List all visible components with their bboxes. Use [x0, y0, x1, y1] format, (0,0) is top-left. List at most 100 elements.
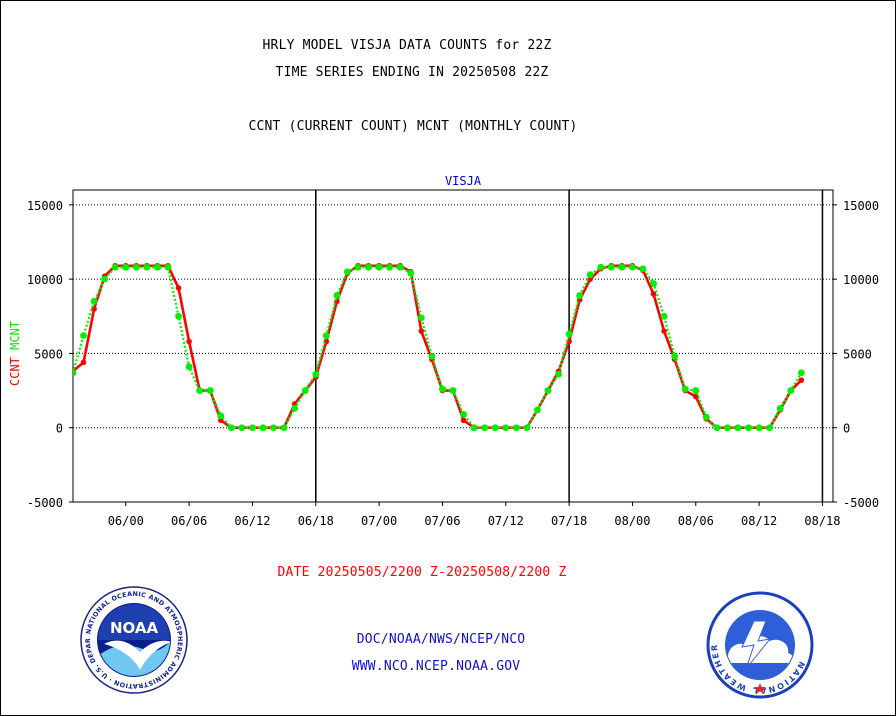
noaa-logo-text: NOAA: [110, 619, 159, 637]
data-point: [280, 424, 288, 432]
data-point: [512, 424, 520, 432]
data-point: [618, 263, 626, 271]
data-point: [629, 263, 636, 271]
data-point: [502, 424, 510, 432]
y-tick-label-right: 5000: [843, 347, 872, 361]
data-point: [787, 387, 795, 394]
data-point: [449, 387, 457, 394]
data-point: [333, 292, 341, 299]
data-point: [143, 263, 151, 271]
data-point: [354, 263, 362, 271]
data-point: [681, 385, 689, 393]
data-point: [80, 332, 87, 339]
y-tick-label-right: 10000: [843, 273, 879, 287]
data-point: [418, 328, 425, 334]
data-point: [745, 424, 752, 432]
data-point: [396, 263, 404, 271]
nws-star-icon: [754, 683, 766, 694]
data-point: [101, 275, 109, 283]
y-axis-label: CCNT MCNT: [8, 321, 22, 386]
x-tick-label: 06/18: [298, 514, 334, 528]
data-point: [702, 413, 710, 421]
x-tick-label: 06/12: [234, 514, 270, 528]
title-line-2: TIME SERIES ENDING IN 20250508 22Z: [275, 65, 549, 80]
data-point: [798, 377, 805, 383]
series-line: [73, 266, 803, 429]
x-tick-label: 08/00: [614, 514, 650, 528]
data-point: [73, 369, 77, 377]
data-point: [692, 387, 700, 394]
x-tick-label: 07/18: [551, 514, 587, 528]
x-tick-label: 06/06: [171, 514, 207, 528]
x-tick-label: 07/12: [488, 514, 524, 528]
x-tick-label: 06/00: [108, 514, 144, 528]
data-point: [755, 424, 763, 432]
data-point: [259, 424, 267, 432]
data-point: [185, 363, 193, 371]
x-tick-label: 08/12: [741, 514, 777, 528]
chart-subtitle: CCNT (CURRENT COUNT) MCNT (MONTHLY COUNT…: [248, 119, 578, 134]
noaa-logo-icon: NOAA NATIONAL OCEANIC AND ATMOSPHERIC AD…: [80, 586, 188, 694]
y-label-mcnt: MCNT: [8, 321, 22, 350]
series-line: [73, 264, 803, 430]
data-point: [217, 412, 225, 420]
x-tick-label: 07/06: [424, 514, 460, 528]
y-tick-label-left: 10000: [27, 273, 63, 287]
data-point: [650, 280, 657, 287]
x-tick-label: 08/06: [678, 514, 714, 528]
data-point: [460, 417, 467, 424]
data-point: [375, 263, 383, 271]
data-point: [301, 387, 309, 394]
data-point: [111, 263, 119, 271]
data-point: [713, 424, 721, 432]
data-point: [175, 312, 182, 320]
data-point: [90, 298, 98, 305]
plot-area: [72, 189, 834, 503]
data-point: [555, 370, 562, 378]
website-link[interactable]: WWW.NCO.NCEP.NOAA.GOV: [351, 659, 521, 674]
data-point: [312, 370, 320, 378]
data-point: [544, 387, 552, 394]
data-point: [417, 314, 425, 322]
title-line-1: HRLY MODEL VISJA DATA COUNTS for 22Z: [262, 38, 552, 53]
data-point: [439, 385, 446, 393]
date-range: DATE 20250505/2200 Z-20250508/2200 Z: [277, 565, 567, 580]
y-tick-label-right: 0: [843, 422, 850, 436]
data-point: [249, 424, 256, 432]
y-tick-label-right: 15000: [843, 199, 879, 213]
data-point: [186, 338, 192, 345]
data-point: [586, 271, 594, 279]
data-point: [671, 353, 679, 360]
series-ccnt: [73, 262, 805, 431]
data-point: [692, 393, 699, 400]
data-point: [196, 387, 204, 394]
y-tick-label-left: 15000: [27, 199, 63, 213]
org-path: DOC/NOAA/NWS/NCEP/NCO: [356, 632, 526, 647]
data-point: [481, 424, 489, 432]
data-point: [776, 405, 784, 412]
x-tick-label: 07/00: [361, 514, 397, 528]
data-point: [164, 263, 172, 271]
data-point: [132, 263, 140, 271]
data-point: [322, 332, 330, 339]
data-point: [597, 263, 605, 271]
data-point: [291, 405, 299, 412]
y-tick-label-left: 0: [56, 422, 63, 436]
data-point: [660, 312, 668, 320]
data-point: [270, 424, 277, 432]
y-tick-label-left: -5000: [27, 496, 63, 510]
data-point: [460, 410, 467, 418]
nws-logo-icon: NATIONAL WEATHER SERVICE: [706, 591, 814, 699]
data-point: [206, 387, 214, 394]
data-point: [407, 269, 415, 277]
data-point: [227, 424, 235, 432]
data-point: [491, 424, 499, 432]
data-point: [428, 353, 436, 360]
data-point: [661, 328, 667, 334]
x-tick-label: 08/18: [804, 514, 840, 528]
data-point: [734, 424, 742, 432]
chart-title: VISJA: [445, 174, 482, 188]
data-point: [565, 330, 573, 338]
data-point: [386, 263, 394, 271]
